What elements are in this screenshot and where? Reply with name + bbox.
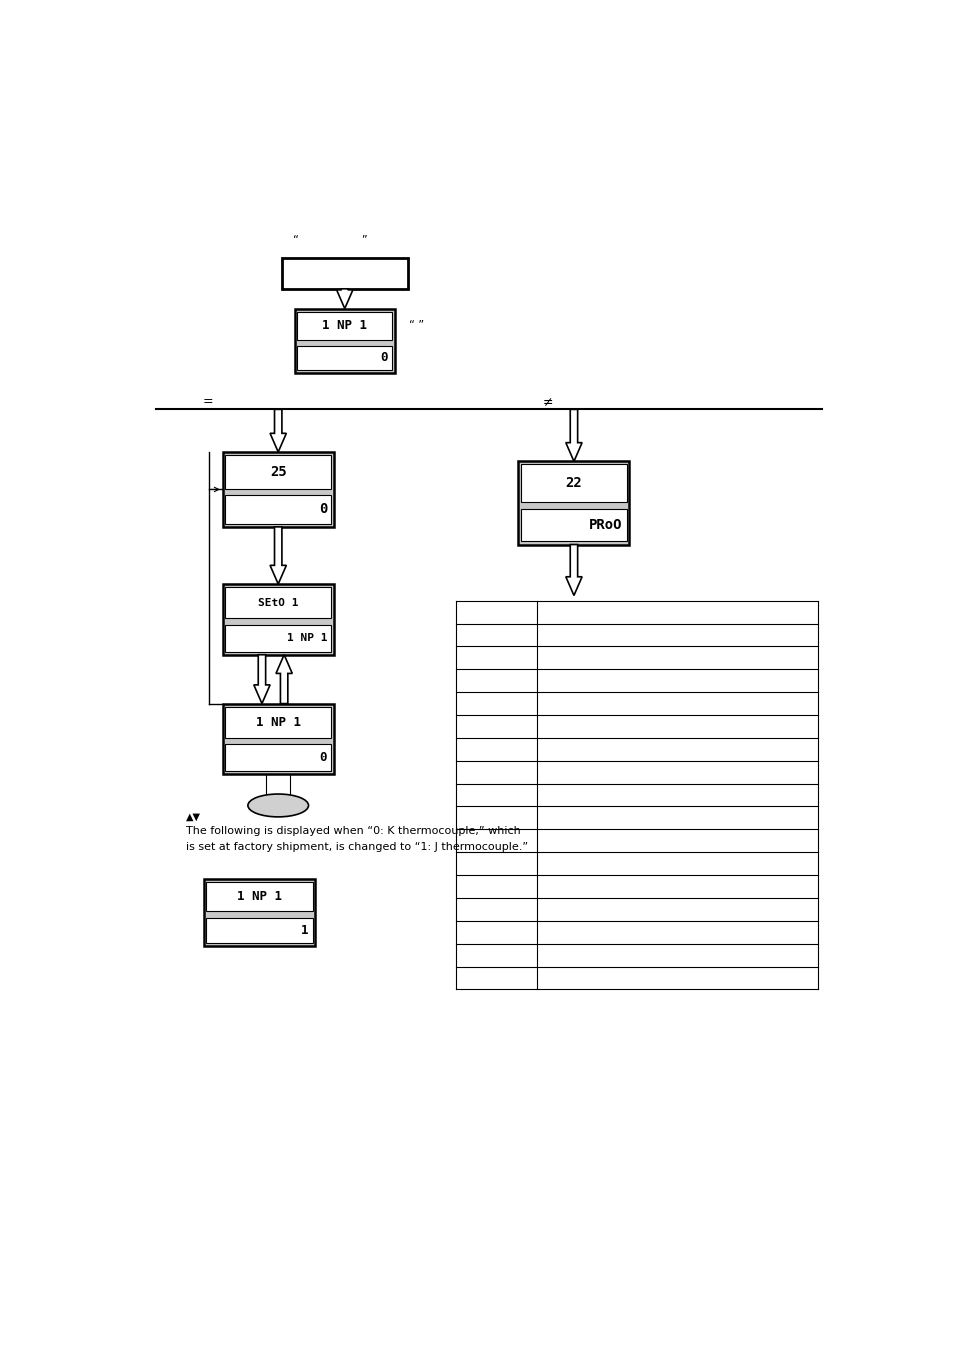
Polygon shape — [275, 655, 292, 703]
Text: 1 NP 1: 1 NP 1 — [322, 319, 367, 332]
Polygon shape — [520, 509, 626, 541]
Text: 1 NP 1: 1 NP 1 — [255, 716, 300, 729]
Text: 0: 0 — [319, 751, 327, 764]
Text: 0: 0 — [380, 351, 388, 364]
Text: The following is displayed when “0: K thermocouple,” which: The following is displayed when “0: K th… — [186, 826, 520, 837]
Text: 1: 1 — [301, 923, 308, 937]
Text: ▲▼: ▲▼ — [186, 811, 200, 822]
Polygon shape — [270, 409, 286, 452]
Polygon shape — [565, 409, 581, 462]
Text: PRoO: PRoO — [589, 518, 622, 532]
Polygon shape — [204, 879, 314, 946]
Polygon shape — [518, 462, 629, 544]
Polygon shape — [222, 703, 334, 775]
Text: “ ”: “ ” — [409, 320, 424, 331]
Polygon shape — [281, 258, 407, 289]
Text: SEtO 1: SEtO 1 — [257, 598, 298, 608]
Polygon shape — [225, 587, 331, 618]
Text: =: = — [202, 394, 213, 408]
Text: ≠: ≠ — [542, 394, 553, 408]
Text: 22: 22 — [565, 477, 581, 490]
Polygon shape — [520, 464, 626, 502]
Polygon shape — [222, 452, 334, 526]
Text: 1 NP 1: 1 NP 1 — [237, 890, 282, 903]
Polygon shape — [225, 744, 331, 771]
Text: 25: 25 — [270, 464, 286, 479]
Polygon shape — [296, 312, 392, 340]
Polygon shape — [206, 882, 313, 911]
Text: is set at factory shipment, is changed to “1: J thermocouple.”: is set at factory shipment, is changed t… — [186, 842, 527, 852]
Text: 0: 0 — [318, 502, 327, 516]
Polygon shape — [225, 455, 331, 489]
Polygon shape — [225, 706, 331, 738]
Polygon shape — [253, 655, 270, 703]
Ellipse shape — [248, 794, 308, 817]
Polygon shape — [222, 585, 334, 655]
Polygon shape — [225, 625, 331, 652]
Polygon shape — [565, 544, 581, 595]
Polygon shape — [206, 918, 313, 944]
Polygon shape — [296, 346, 392, 370]
Text: 1 NP 1: 1 NP 1 — [286, 633, 327, 643]
Polygon shape — [294, 309, 395, 373]
Text: “                  ”: “ ” — [293, 235, 367, 244]
Polygon shape — [336, 289, 353, 309]
Polygon shape — [270, 526, 286, 585]
Polygon shape — [225, 495, 331, 524]
